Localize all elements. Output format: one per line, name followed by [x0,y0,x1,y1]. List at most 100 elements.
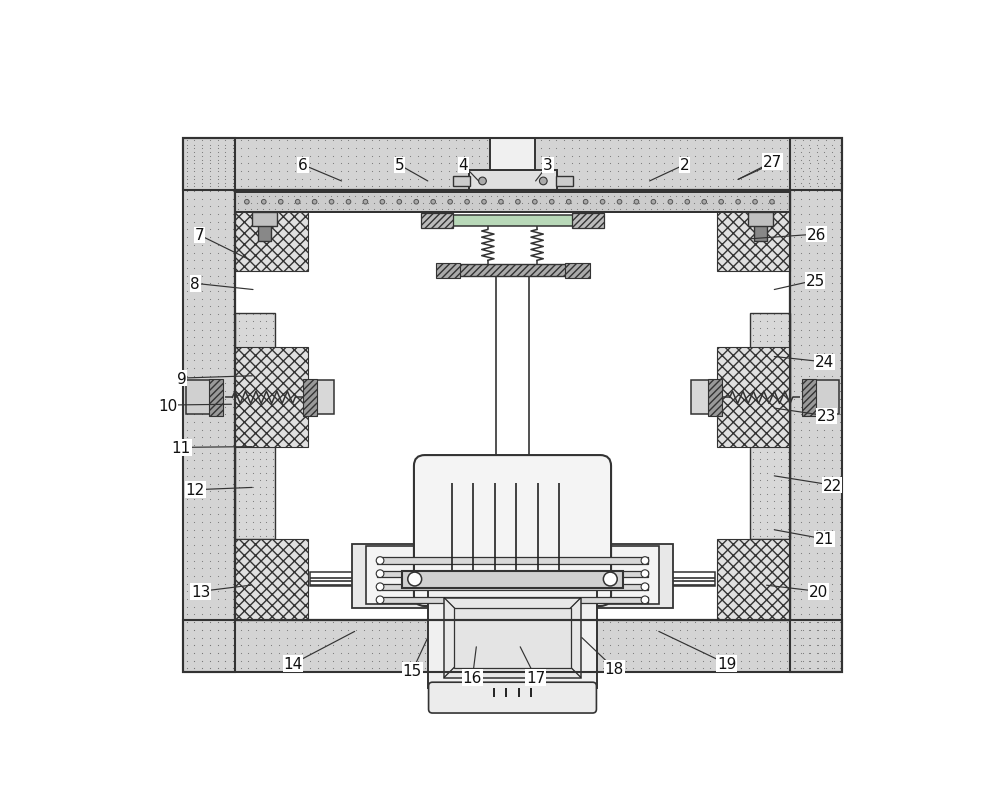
Bar [235,540,308,620]
Bar [444,597,581,678]
Circle shape [431,200,436,205]
Bar [750,314,790,540]
Bar [459,265,566,277]
Text: 1: 1 [772,155,781,170]
Bar [469,171,557,193]
Bar [691,381,720,414]
Bar [572,214,604,229]
Circle shape [245,200,249,205]
Circle shape [376,570,384,578]
Bar [377,584,648,590]
Circle shape [376,597,384,604]
Bar [708,379,722,416]
Circle shape [363,200,368,205]
Text: 2: 2 [679,158,689,173]
Circle shape [448,200,452,205]
Bar [790,139,842,672]
Bar [209,379,223,416]
Text: 9: 9 [177,371,186,386]
Bar [623,573,715,586]
Bar [235,191,790,620]
Text: 3: 3 [543,158,553,173]
Circle shape [702,200,707,205]
Text: 12: 12 [186,483,205,498]
Bar [748,213,773,226]
Bar [717,348,790,448]
Circle shape [641,557,649,565]
Text: 25: 25 [805,274,825,288]
FancyBboxPatch shape [414,455,611,606]
Text: 24: 24 [815,355,834,370]
Bar [754,213,767,242]
Circle shape [566,200,571,205]
Circle shape [603,573,617,586]
Circle shape [617,200,622,205]
Bar [183,620,842,672]
Circle shape [516,200,520,205]
Text: 10: 10 [158,398,177,413]
Bar [183,139,842,191]
Circle shape [479,178,486,185]
Circle shape [482,200,486,205]
Bar [377,571,648,577]
Circle shape [641,597,649,604]
Text: 18: 18 [605,661,624,676]
Text: 5: 5 [394,158,404,173]
Bar [556,177,573,187]
Circle shape [376,557,384,565]
Bar [183,139,235,672]
Bar [183,139,235,672]
Bar [717,540,790,620]
Bar [258,213,271,242]
Bar [802,379,816,416]
Circle shape [329,200,334,205]
Circle shape [499,200,503,205]
Bar [352,544,673,609]
Bar [305,381,334,414]
Circle shape [719,200,723,205]
Circle shape [641,570,649,578]
Bar [428,588,597,687]
Bar [453,177,470,187]
Circle shape [278,200,283,205]
Circle shape [583,200,588,205]
Bar [303,379,317,416]
Circle shape [651,200,656,205]
Bar [366,546,659,605]
Bar [402,571,623,588]
Text: 16: 16 [463,671,482,685]
Text: 14: 14 [283,656,303,671]
Circle shape [641,583,649,591]
Bar [490,139,535,171]
Bar [814,381,839,414]
Circle shape [549,200,554,205]
Circle shape [668,200,673,205]
Bar [252,213,277,226]
Circle shape [397,200,402,205]
Bar [235,193,790,213]
Bar [454,608,571,668]
Bar [565,263,590,279]
Circle shape [465,200,469,205]
Bar [183,620,842,672]
Text: 17: 17 [526,671,545,685]
Bar [717,191,790,271]
Text: 4: 4 [458,158,468,173]
Circle shape [539,178,547,185]
Circle shape [312,200,317,205]
Bar [235,191,790,620]
Bar [421,214,453,229]
Bar [235,348,308,448]
Bar [235,191,308,271]
Text: 8: 8 [190,276,200,291]
Bar [186,381,211,414]
Text: 11: 11 [172,440,191,455]
Bar [183,139,842,191]
Text: 21: 21 [815,532,834,547]
Circle shape [634,200,639,205]
Bar [235,314,275,540]
Text: 22: 22 [822,478,842,493]
Text: 19: 19 [717,656,736,671]
Text: 26: 26 [807,227,826,243]
FancyBboxPatch shape [429,683,596,713]
